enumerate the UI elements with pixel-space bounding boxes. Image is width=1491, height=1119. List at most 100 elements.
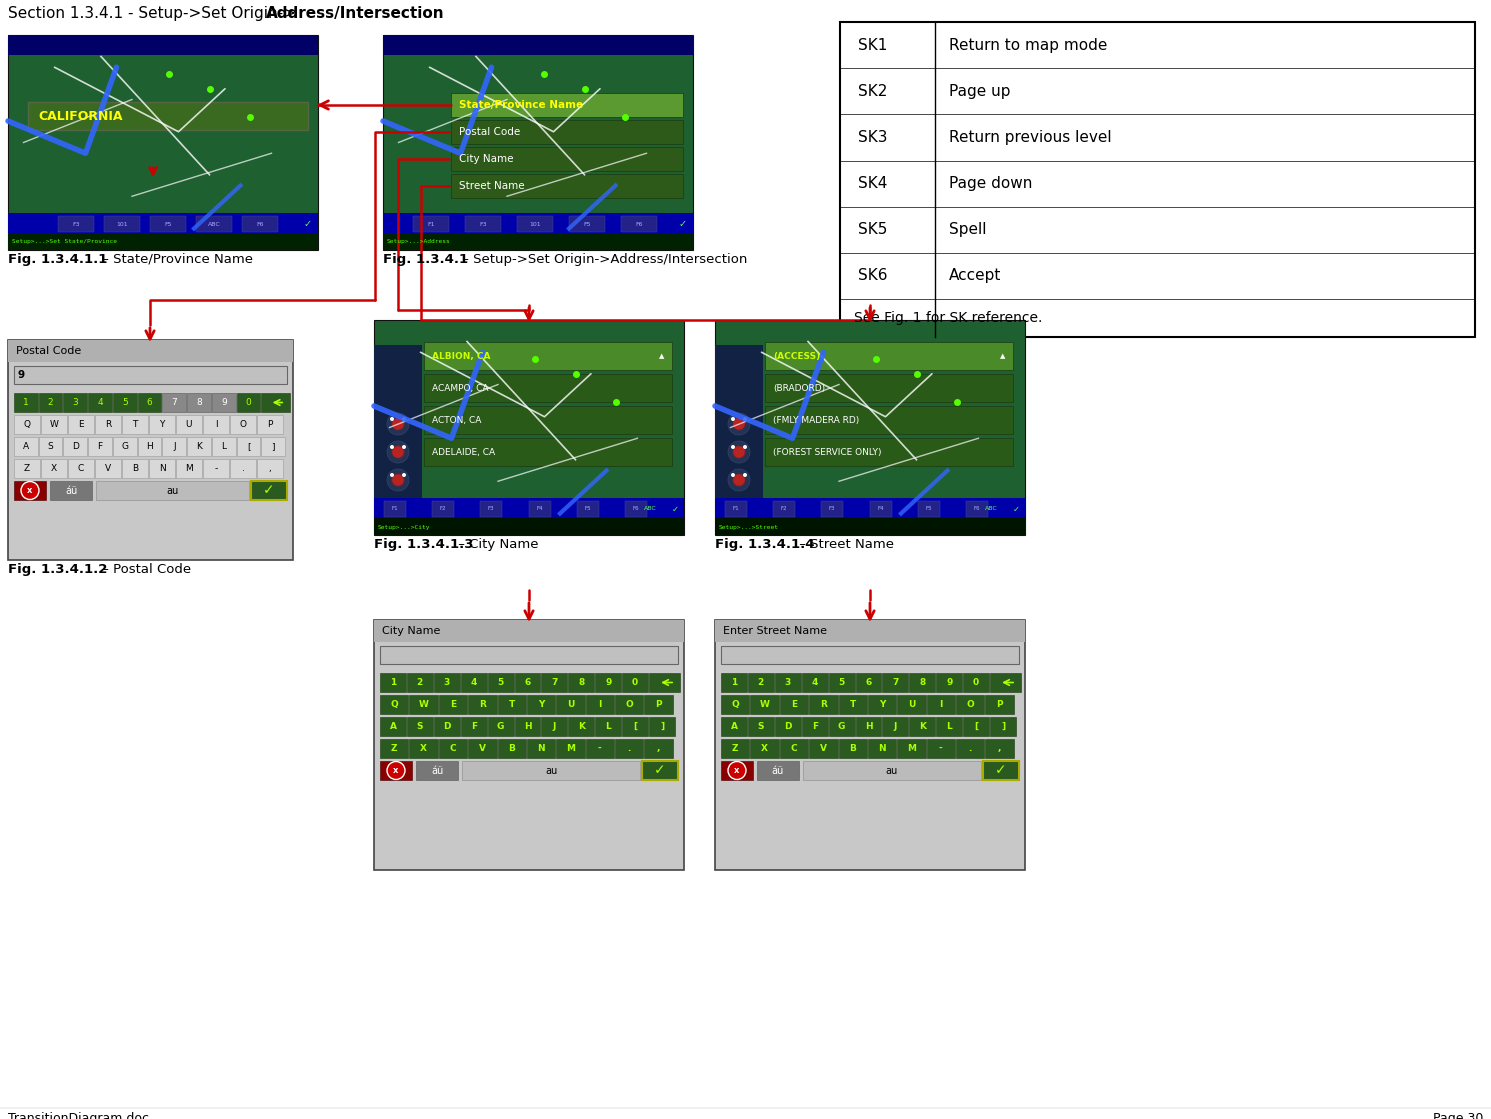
Text: 1: 1 — [389, 678, 397, 687]
Text: E: E — [790, 700, 798, 709]
Text: V: V — [479, 744, 486, 753]
Bar — [595, 673, 622, 692]
Bar — [936, 717, 962, 736]
Bar — [39, 438, 63, 457]
Bar — [765, 342, 1012, 370]
Text: ALBION, CA: ALBION, CA — [432, 351, 491, 360]
Circle shape — [743, 417, 747, 421]
Circle shape — [391, 473, 394, 477]
Text: D: D — [784, 722, 792, 731]
Bar — [450, 147, 683, 171]
Text: L: L — [947, 722, 953, 731]
Bar — [137, 438, 161, 457]
Bar — [434, 717, 459, 736]
Text: – Setup->Set Origin->Address/Intersection: – Setup->Set Origin->Address/Intersectio… — [458, 253, 747, 266]
Text: F: F — [471, 722, 477, 731]
Bar — [7, 233, 318, 250]
Bar — [586, 739, 614, 758]
Bar — [725, 501, 747, 517]
Bar — [780, 739, 808, 758]
Text: ]: ] — [1000, 722, 1005, 731]
Text: F4: F4 — [537, 507, 543, 511]
Bar — [910, 673, 935, 692]
Text: 101: 101 — [529, 222, 541, 226]
Text: .: . — [969, 744, 972, 753]
Text: 4: 4 — [97, 398, 103, 407]
Bar — [64, 393, 86, 412]
Bar — [722, 646, 1018, 664]
Bar — [595, 717, 622, 736]
Text: V: V — [104, 464, 110, 473]
Bar — [829, 673, 854, 692]
Bar — [256, 459, 283, 478]
Text: 1: 1 — [731, 678, 737, 687]
Text: W: W — [419, 700, 428, 709]
Bar — [383, 35, 693, 55]
Text: Return to map mode: Return to map mode — [948, 38, 1108, 53]
Text: – State/Province Name: – State/Province Name — [98, 253, 253, 266]
Text: K: K — [197, 442, 201, 451]
Text: M: M — [907, 744, 915, 753]
Text: I: I — [598, 700, 601, 709]
Text: W: W — [759, 700, 769, 709]
Text: H: H — [865, 722, 872, 731]
Bar — [649, 717, 675, 736]
Text: Section 1.3.4.1 - Setup->Set Origin->: Section 1.3.4.1 - Setup->Set Origin-> — [7, 6, 295, 21]
Text: U: U — [908, 700, 915, 709]
Text: SK4: SK4 — [857, 176, 887, 191]
Text: O: O — [240, 420, 246, 429]
Text: ABC: ABC — [207, 222, 221, 226]
Text: F5: F5 — [584, 507, 592, 511]
Bar — [622, 717, 649, 736]
Text: O: O — [966, 700, 974, 709]
Bar — [810, 695, 838, 714]
Text: Return previous level: Return previous level — [948, 130, 1112, 145]
Bar — [151, 216, 186, 232]
Text: Postal Code: Postal Code — [459, 126, 520, 137]
Circle shape — [403, 445, 406, 449]
Bar — [40, 459, 67, 478]
Text: TransitionDiagram.doc: TransitionDiagram.doc — [7, 1112, 149, 1119]
Text: 6: 6 — [865, 678, 872, 687]
Text: Z: Z — [391, 744, 398, 753]
Text: C: C — [450, 744, 456, 753]
Text: F1: F1 — [732, 507, 740, 511]
Bar — [163, 438, 186, 457]
Bar — [883, 717, 908, 736]
Bar — [374, 345, 422, 505]
Text: U: U — [186, 420, 192, 429]
Bar — [514, 717, 540, 736]
Bar — [765, 438, 1012, 466]
Circle shape — [731, 417, 735, 421]
Circle shape — [734, 419, 746, 430]
Bar — [556, 695, 584, 714]
Text: 4: 4 — [471, 678, 477, 687]
Bar — [644, 695, 672, 714]
Circle shape — [388, 413, 409, 435]
Text: C: C — [790, 744, 798, 753]
Text: F2: F2 — [440, 507, 446, 511]
Text: Q: Q — [731, 700, 740, 709]
Bar — [722, 761, 753, 780]
Text: Q: Q — [24, 420, 30, 429]
Text: H: H — [523, 722, 531, 731]
Text: Enter Street Name: Enter Street Name — [723, 626, 828, 636]
Bar — [986, 739, 1014, 758]
Bar — [986, 695, 1014, 714]
Text: F3: F3 — [829, 507, 835, 511]
Text: – Postal Code: – Postal Code — [98, 563, 191, 576]
Text: F6: F6 — [635, 222, 643, 226]
Bar — [51, 481, 92, 500]
Bar — [750, 695, 778, 714]
Text: F1: F1 — [392, 507, 398, 511]
Bar — [577, 501, 599, 517]
Text: F6: F6 — [632, 507, 640, 511]
Bar — [468, 695, 497, 714]
Text: Fig. 1.3.4.1.4: Fig. 1.3.4.1.4 — [716, 538, 814, 551]
Circle shape — [728, 413, 750, 435]
Bar — [423, 342, 672, 370]
Bar — [176, 459, 201, 478]
Text: I: I — [215, 420, 218, 429]
Text: au: au — [544, 765, 558, 775]
Bar — [104, 216, 140, 232]
